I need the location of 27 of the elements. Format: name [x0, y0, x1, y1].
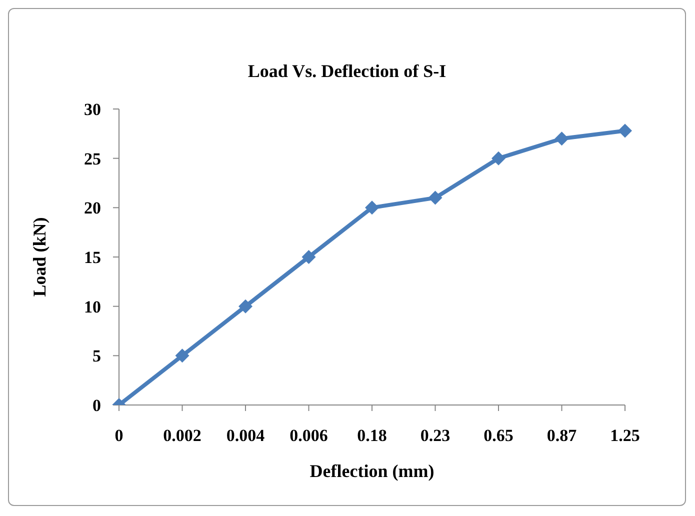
y-axis-title: Load (kN) — [29, 217, 50, 297]
x-tick-label: 0.004 — [226, 426, 266, 446]
y-tick-label: 20 — [84, 198, 101, 218]
point — [302, 250, 316, 264]
x-tick-label: 0.006 — [290, 426, 328, 446]
x-tick-label: 0.87 — [546, 426, 578, 446]
y-tick-label: 5 — [92, 346, 101, 366]
point — [428, 190, 442, 205]
point — [175, 348, 190, 363]
point — [618, 124, 632, 138]
point — [492, 151, 506, 166]
x-tick-label: 0 — [114, 426, 124, 446]
y-tick-label: 30 — [84, 100, 101, 120]
point — [365, 200, 379, 215]
x-tick-label: 1.25 — [610, 426, 640, 446]
x-tick-label: 0.23 — [420, 426, 450, 446]
x-tick-label: 0.002 — [163, 426, 202, 446]
y-tick-label: 10 — [84, 297, 101, 316]
y-tick-label: 25 — [84, 149, 101, 168]
point — [554, 132, 569, 146]
point — [238, 299, 252, 314]
x-tick-label: 0.18 — [357, 426, 387, 446]
y-tick-label: 0 — [92, 396, 101, 416]
x-tick-label: 0.65 — [484, 426, 514, 446]
x-axis-title: Deflection (mm) — [310, 461, 434, 481]
y-tick-label: 15 — [84, 248, 101, 268]
chart-title: Load Vs. Deflection of S-I — [246, 61, 448, 82]
